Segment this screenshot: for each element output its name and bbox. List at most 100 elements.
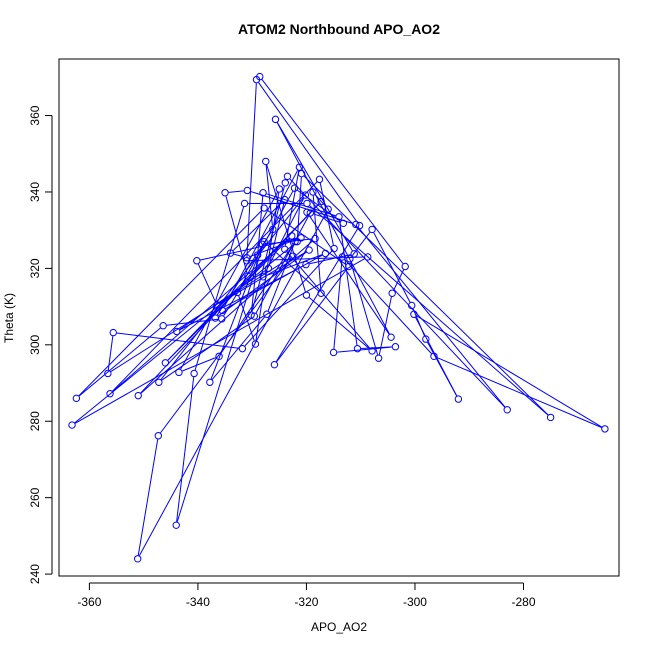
series-segment: [74, 243, 295, 424]
y-tick-label: 360: [28, 105, 42, 125]
data-point: [173, 327, 181, 336]
data-point: [410, 310, 418, 318]
data-point: [374, 354, 383, 362]
series-segment: [303, 175, 549, 416]
data-point: [243, 186, 251, 195]
data-point: [275, 185, 284, 193]
data-point: [155, 378, 163, 386]
series-segment: [357, 226, 506, 408]
data-point: [218, 306, 227, 315]
data-point: [368, 225, 376, 234]
series-segment: [264, 198, 305, 274]
series-segment: [312, 195, 322, 290]
series-segment: [344, 259, 432, 354]
y-axis: 240 260 280 300 320 340 360: [28, 105, 53, 584]
data-point: [601, 425, 609, 433]
series-segment: [220, 244, 294, 354]
series-segment: [266, 254, 323, 277]
series-segment: [228, 190, 244, 193]
data-point: [388, 289, 396, 297]
data-point: [133, 555, 142, 563]
data-point: [154, 432, 163, 440]
data-point: [206, 378, 214, 386]
data-point: [106, 390, 114, 398]
data-point: [335, 213, 343, 221]
data-point: [303, 208, 311, 216]
series-segment: [217, 251, 307, 317]
data-point: [387, 333, 395, 341]
y-tick-label: 300: [28, 334, 42, 354]
data-point: [211, 314, 219, 322]
data-point: [281, 195, 289, 204]
data-point: [355, 221, 364, 230]
series-segment: [160, 197, 304, 380]
data-point: [253, 251, 262, 259]
data-point: [295, 163, 304, 171]
series-segment: [78, 327, 161, 397]
data-point: [283, 172, 292, 181]
data-point: [317, 289, 325, 297]
series-segment: [232, 201, 283, 251]
series-segment: [286, 251, 371, 349]
data-point: [215, 352, 223, 360]
y-axis-label: Theta (K): [2, 293, 16, 343]
series-segment: [350, 262, 379, 355]
series-segment: [244, 250, 333, 347]
data-point: [159, 322, 167, 330]
series-segment: [268, 203, 285, 266]
data-point: [270, 360, 279, 369]
series-segment: [197, 263, 216, 303]
data-point: [221, 189, 229, 197]
data-point: [243, 254, 251, 262]
data-point: [311, 234, 319, 243]
data-point: [262, 157, 270, 166]
data-point: [454, 395, 463, 403]
data-point: [259, 189, 267, 197]
data-point: [251, 340, 260, 348]
data-point: [339, 219, 348, 228]
data-point: [303, 199, 311, 208]
series-segment: [276, 122, 390, 335]
data-point: [309, 188, 317, 196]
data-point: [269, 225, 277, 234]
series-segment: [313, 213, 341, 223]
y-tick-label: 260: [28, 487, 42, 507]
data-point: [306, 209, 314, 217]
series-segment: [238, 295, 255, 341]
series-segment: [255, 215, 309, 314]
series-segment: [308, 214, 390, 335]
data-point: [288, 232, 296, 240]
data-point: [324, 205, 332, 213]
series-segment: [200, 238, 298, 261]
data-point: [72, 394, 81, 403]
data-point: [317, 197, 325, 206]
series-segment: [233, 253, 244, 258]
data-point: [290, 184, 299, 192]
x-axis-label: APO_AO2: [311, 620, 367, 634]
data-point: [297, 169, 306, 178]
series-segment: [265, 164, 273, 226]
data-point: [302, 260, 310, 269]
series-segment: [179, 270, 266, 330]
data-point: [391, 343, 400, 351]
chart-title: ATOM2 Northbound APO_AO2: [238, 21, 440, 37]
data-point: [352, 220, 360, 229]
series-segment: [319, 182, 334, 246]
series-segment: [361, 346, 392, 349]
series-segment: [309, 254, 351, 265]
series-segment: [415, 317, 458, 397]
x-tick-label: -360: [77, 595, 101, 609]
data-point: [291, 237, 299, 246]
x-tick-label: -340: [186, 595, 210, 609]
series-segment: [246, 83, 257, 258]
data-point: [190, 369, 198, 378]
series-segment: [333, 260, 343, 349]
data-point: [264, 264, 273, 273]
data-point: [68, 421, 76, 429]
series-segment: [297, 189, 341, 222]
data-point: [175, 368, 183, 377]
data-point: [430, 352, 438, 360]
series-segment: [351, 231, 371, 257]
x-tick-label: -280: [511, 595, 535, 609]
